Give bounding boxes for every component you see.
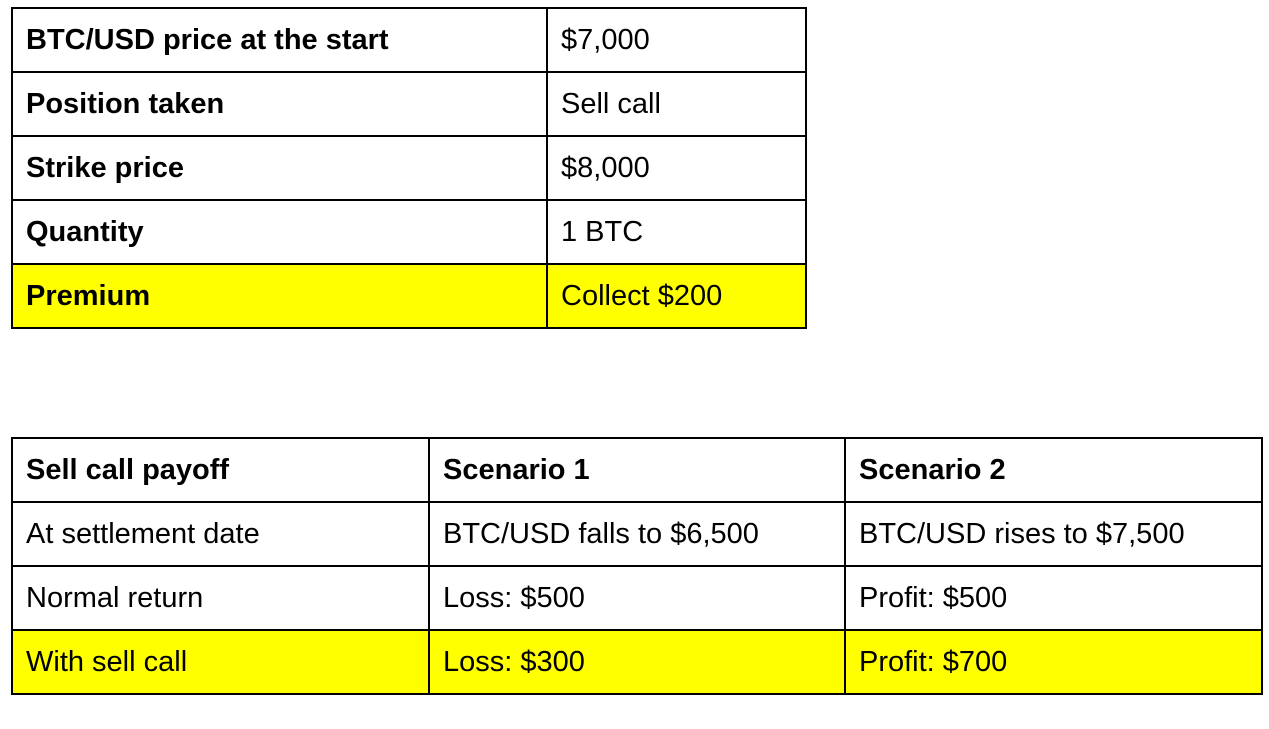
cell-scenario-2: Profit: $500 <box>844 565 1263 631</box>
table-row: Normal return Loss: $500 Profit: $500 <box>11 565 1263 631</box>
cell-scenario-2: BTC/USD rises to $7,500 <box>844 501 1263 567</box>
row-label-start-price: BTC/USD price at the start <box>11 7 548 73</box>
cell-scenario-1: BTC/USD falls to $6,500 <box>428 501 846 567</box>
row-value-strike-price: $8,000 <box>546 135 807 201</box>
row-value-quantity: 1 BTC <box>546 199 807 265</box>
column-header-scenario-1: Scenario 1 <box>428 437 846 503</box>
table-row: Strike price $8,000 <box>11 135 807 201</box>
row-label-normal-return: Normal return <box>11 565 430 631</box>
cell-scenario-1: Loss: $300 <box>428 629 846 695</box>
column-header-scenario-2: Scenario 2 <box>844 437 1263 503</box>
table-header-row: Sell call payoff Scenario 1 Scenario 2 <box>11 437 1263 503</box>
row-value-start-price: $7,000 <box>546 7 807 73</box>
row-value-premium: Collect $200 <box>546 263 807 329</box>
column-header-payoff: Sell call payoff <box>11 437 430 503</box>
row-value-position-taken: Sell call <box>546 71 807 137</box>
row-label-strike-price: Strike price <box>11 135 548 201</box>
position-summary-table: BTC/USD price at the start $7,000 Positi… <box>11 7 807 329</box>
row-label-quantity: Quantity <box>11 199 548 265</box>
table-row-highlighted: With sell call Loss: $300 Profit: $700 <box>11 629 1263 695</box>
row-label-with-sell-call: With sell call <box>11 629 430 695</box>
table-row: Position taken Sell call <box>11 71 807 137</box>
row-label-position-taken: Position taken <box>11 71 548 137</box>
payoff-scenarios-table: Sell call payoff Scenario 1 Scenario 2 A… <box>11 437 1263 695</box>
row-label-settlement: At settlement date <box>11 501 430 567</box>
table-row: BTC/USD price at the start $7,000 <box>11 7 807 73</box>
row-label-premium: Premium <box>11 263 548 329</box>
table-row-highlighted: Premium Collect $200 <box>11 263 807 329</box>
cell-scenario-2: Profit: $700 <box>844 629 1263 695</box>
table-row: Quantity 1 BTC <box>11 199 807 265</box>
cell-scenario-1: Loss: $500 <box>428 565 846 631</box>
table-row: At settlement date BTC/USD falls to $6,5… <box>11 501 1263 567</box>
